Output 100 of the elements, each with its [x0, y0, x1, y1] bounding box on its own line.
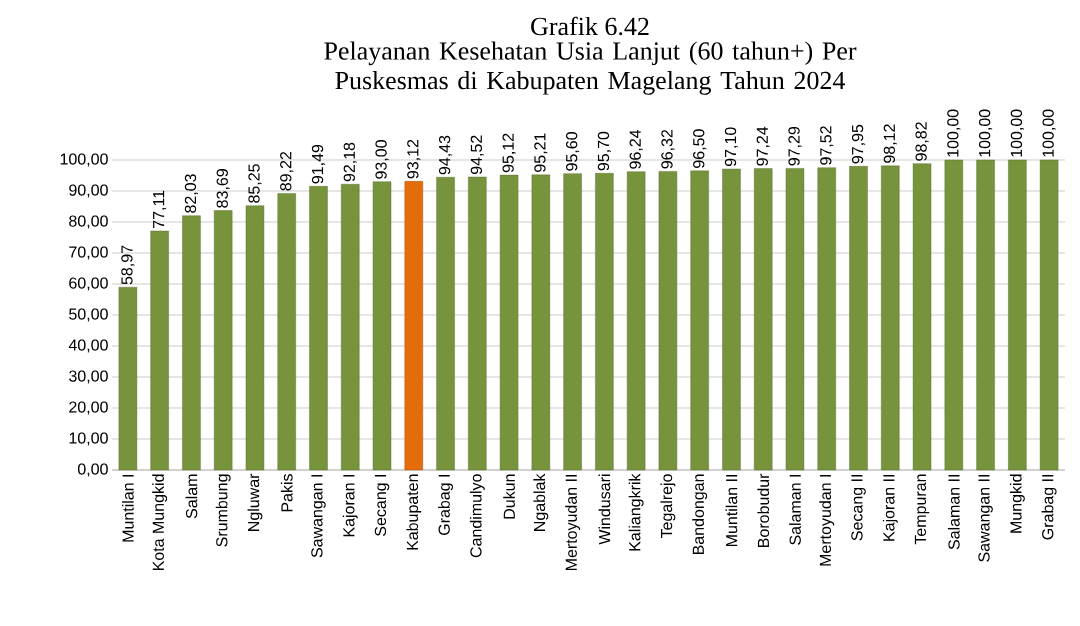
bar	[245, 205, 265, 471]
data-label: 96,50	[693, 129, 707, 168]
x-tick-label: Salam	[185, 474, 198, 519]
data-label: 93,00	[375, 140, 389, 179]
data-label: 97,95	[851, 124, 866, 164]
x-tick-label: Salaman I	[789, 475, 801, 545]
bar	[468, 176, 487, 471]
bar	[817, 167, 836, 471]
x-tick-label: Muntilan II	[725, 475, 738, 547]
data-label: 92,18	[343, 142, 357, 182]
data-label: 100,00	[978, 109, 993, 157]
bar	[341, 184, 360, 471]
x-tick-label: Grabag II	[1041, 475, 1057, 540]
data-label: 95,12	[502, 133, 516, 173]
data-label: 96,24	[629, 129, 643, 169]
data-label: 82,03	[184, 174, 199, 213]
bar	[213, 210, 233, 471]
x-tick-label: Mungkid	[1009, 474, 1025, 533]
bar	[881, 165, 900, 471]
data-label: 100,00	[947, 109, 961, 157]
data-label: 96,32	[661, 129, 675, 169]
x-tick-label: Tegalrejo	[660, 474, 676, 539]
x-tick-label: Ngablak	[533, 473, 549, 531]
x-tick-label: Mertoyudan I	[819, 475, 835, 566]
y-tick-label: 90,00	[69, 184, 108, 198]
y-tick-label: 20,00	[69, 401, 108, 415]
data-label: 95,21	[534, 133, 548, 172]
bar	[912, 163, 932, 471]
y-tick-label: 0,00	[77, 463, 108, 477]
x-tick-label: Borobudur	[757, 473, 770, 547]
bar	[754, 168, 773, 471]
x-tick-label: Kota Mungkid	[152, 474, 168, 571]
bar	[722, 168, 741, 471]
bar	[626, 171, 646, 471]
bar	[976, 159, 995, 471]
bar	[372, 181, 392, 471]
data-label: 95,60	[566, 132, 580, 171]
bar	[849, 166, 868, 471]
x-tick-label: Salaman II	[947, 475, 960, 550]
x-tick-label: Kaliangkrik	[628, 473, 644, 551]
x-tick-label: Kajoran II	[882, 475, 898, 541]
bar	[944, 159, 964, 471]
data-label: 97,10	[724, 127, 739, 167]
x-tick-label: Bandongan	[692, 474, 708, 555]
x-tick-label: Tempuran	[914, 474, 930, 545]
x-tick-label: Sawangan II	[978, 475, 993, 562]
y-tick-label: 100,00	[60, 153, 108, 167]
data-label: 95,70	[597, 131, 611, 171]
bar	[309, 186, 328, 471]
bar	[150, 230, 169, 471]
bar	[118, 286, 138, 471]
chart-title: Grafik 6.42	[531, 16, 649, 36]
data-label: 98,82	[915, 122, 929, 161]
y-tick-label: 40,00	[68, 339, 108, 353]
data-label: 97,29	[788, 126, 802, 166]
x-tick-label: Dukun	[503, 474, 515, 519]
y-tick-label: 10,00	[69, 432, 108, 446]
bar	[658, 171, 678, 471]
data-label: 77,11	[153, 190, 167, 228]
bar	[595, 173, 614, 471]
data-label: 83,69	[216, 169, 230, 208]
data-label: 91,49	[311, 144, 326, 184]
x-tick-label: Secang I	[374, 475, 390, 536]
data-label: 97,24	[756, 126, 770, 166]
y-tick-label: 70,00	[69, 246, 108, 260]
data-label: 94,52	[470, 135, 484, 175]
data-label: 93,12	[407, 139, 421, 179]
x-tick-label: Candimulyo	[469, 474, 485, 558]
x-tick-label: Mertoyudan II	[565, 475, 581, 571]
x-tick-label: Kajoran I	[342, 475, 358, 537]
data-label: 100,00	[1042, 109, 1056, 157]
y-tick-label: 60,00	[69, 277, 108, 291]
bar	[1039, 159, 1059, 471]
data-label: 85,25	[248, 164, 262, 203]
bar	[182, 215, 201, 471]
bar	[499, 174, 519, 471]
y-tick-label: 30,00	[69, 370, 108, 384]
data-label: 58,97	[121, 245, 135, 285]
bar	[404, 181, 423, 471]
bar	[1008, 159, 1027, 471]
x-tick-label: Srumbung	[215, 474, 231, 547]
data-label: 100,00	[1010, 109, 1024, 157]
x-tick-label: Pakis	[280, 474, 293, 512]
x-tick-label: Muntilan I	[122, 475, 134, 542]
x-tick-label: Secang II	[851, 475, 866, 541]
bar	[563, 173, 582, 471]
y-tick-label: 80,00	[69, 215, 108, 229]
x-tick-label: Windusari	[598, 474, 611, 545]
x-tick-label: Sawangan I	[311, 475, 326, 558]
data-label: 98,12	[883, 124, 897, 163]
x-tick-label: Kabupaten	[406, 474, 422, 550]
chart-subtitle: Pelayanan Kesehatan Usia Lanjut (60 tahun+) Per Puskesmas di Kabupaten Magelang Tahun 2024	[324, 41, 857, 95]
x-tick-label: Ngluwar	[247, 473, 263, 531]
data-label: 97,52	[820, 126, 834, 165]
y-tick-label: 50,00	[69, 308, 108, 322]
bar	[277, 193, 296, 471]
bar	[785, 168, 805, 471]
x-tick-label: Grabag I	[438, 475, 454, 535]
data-label: 94,43	[438, 135, 453, 175]
bar	[436, 177, 455, 471]
